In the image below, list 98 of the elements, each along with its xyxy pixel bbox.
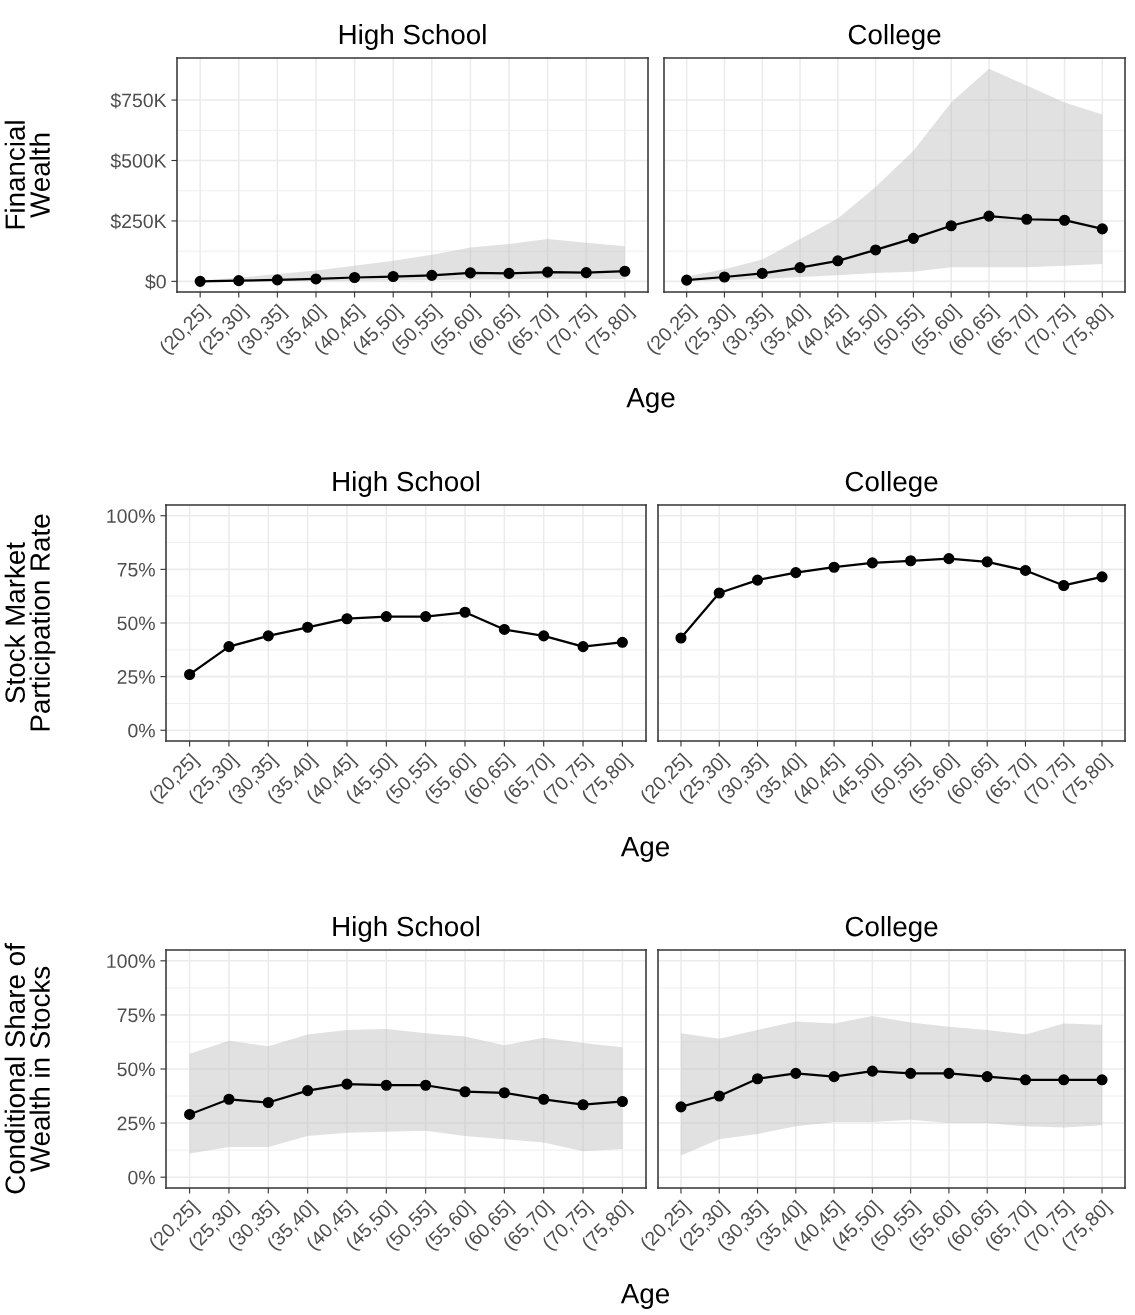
point bbox=[1058, 579, 1070, 592]
point bbox=[1058, 1074, 1070, 1086]
point bbox=[498, 1087, 510, 1099]
point bbox=[681, 274, 693, 286]
point bbox=[302, 1085, 314, 1097]
point bbox=[184, 668, 196, 681]
point bbox=[905, 1067, 917, 1079]
point bbox=[577, 641, 589, 653]
point bbox=[1021, 213, 1033, 225]
point bbox=[832, 255, 844, 267]
y-tick-label: $500K bbox=[110, 153, 167, 169]
chart-title: High School bbox=[333, 470, 480, 497]
y-tick-label: 25% bbox=[117, 670, 155, 684]
point bbox=[828, 1071, 840, 1083]
point bbox=[426, 269, 438, 281]
point bbox=[271, 274, 283, 286]
point bbox=[870, 244, 882, 256]
y-tick-label: 100% bbox=[107, 509, 155, 523]
y-tick-label: 50% bbox=[117, 616, 155, 631]
point bbox=[464, 267, 476, 279]
y-tick-label: 0% bbox=[128, 723, 155, 738]
x-axis-title: Age bbox=[620, 837, 669, 862]
point bbox=[616, 636, 628, 648]
y-tick-label: $0 bbox=[145, 274, 166, 290]
y-tick-label: 0% bbox=[128, 1170, 155, 1185]
point bbox=[341, 613, 353, 625]
point bbox=[542, 266, 554, 278]
point bbox=[713, 1090, 725, 1102]
point bbox=[1019, 564, 1032, 576]
point bbox=[794, 262, 806, 274]
point bbox=[262, 630, 274, 642]
point bbox=[866, 557, 878, 569]
y-tick-label: $250K bbox=[110, 213, 167, 230]
point bbox=[983, 210, 995, 222]
point bbox=[577, 1099, 589, 1111]
point bbox=[981, 1071, 993, 1083]
point bbox=[233, 275, 245, 287]
point bbox=[675, 1101, 687, 1113]
point bbox=[718, 271, 731, 283]
point bbox=[713, 587, 725, 599]
point bbox=[184, 1108, 196, 1120]
point bbox=[945, 220, 957, 232]
point bbox=[1058, 214, 1071, 226]
point bbox=[943, 553, 955, 565]
point bbox=[380, 611, 392, 623]
point bbox=[498, 623, 510, 635]
point bbox=[981, 556, 993, 568]
y-axis-title: Conditional Share of Wealth in Stocks bbox=[4, 943, 50, 1194]
point bbox=[790, 567, 802, 579]
point bbox=[538, 630, 550, 642]
point bbox=[262, 1096, 274, 1109]
y-tick-label: 75% bbox=[117, 1008, 155, 1023]
y-tick-label: 25% bbox=[117, 1116, 155, 1131]
chart-title: College bbox=[848, 23, 941, 50]
point bbox=[503, 267, 515, 279]
point bbox=[223, 1093, 235, 1105]
point bbox=[380, 1079, 392, 1091]
point bbox=[907, 232, 919, 244]
point bbox=[349, 271, 361, 284]
x-axis-title: Age bbox=[620, 1284, 669, 1309]
chart-title: High School bbox=[333, 915, 480, 942]
point bbox=[341, 1078, 353, 1090]
point bbox=[675, 632, 687, 644]
point bbox=[420, 611, 432, 623]
point bbox=[459, 1086, 471, 1098]
point bbox=[905, 555, 917, 567]
point bbox=[751, 574, 764, 586]
point bbox=[538, 1093, 550, 1105]
point bbox=[223, 641, 235, 653]
point bbox=[866, 1065, 878, 1077]
point bbox=[1019, 1074, 1032, 1086]
point bbox=[194, 275, 206, 287]
point bbox=[310, 273, 322, 285]
point bbox=[459, 606, 471, 618]
point bbox=[1096, 223, 1108, 235]
y-axis-title: Stock Market Participation Rate bbox=[4, 514, 56, 731]
y-tick-label: 100% bbox=[107, 954, 155, 969]
x-axis-title: Age bbox=[626, 388, 675, 413]
point bbox=[302, 621, 314, 633]
point bbox=[580, 267, 592, 279]
y-tick-label: 75% bbox=[117, 562, 155, 577]
point bbox=[756, 267, 768, 279]
point bbox=[790, 1067, 802, 1079]
chart-title: College bbox=[845, 915, 938, 942]
point bbox=[943, 1067, 955, 1079]
chart-title: High School bbox=[339, 23, 486, 50]
point bbox=[619, 265, 631, 277]
y-tick-label: 50% bbox=[117, 1062, 155, 1077]
point bbox=[616, 1095, 628, 1108]
point bbox=[1096, 571, 1108, 583]
point bbox=[828, 561, 840, 573]
point bbox=[387, 270, 399, 283]
y-tick-label: $750K bbox=[110, 92, 167, 109]
point bbox=[1096, 1074, 1108, 1086]
chart-title: College bbox=[845, 470, 938, 497]
point bbox=[751, 1073, 764, 1085]
y-axis-title: Financial Wealth bbox=[4, 121, 50, 229]
point bbox=[420, 1079, 432, 1091]
